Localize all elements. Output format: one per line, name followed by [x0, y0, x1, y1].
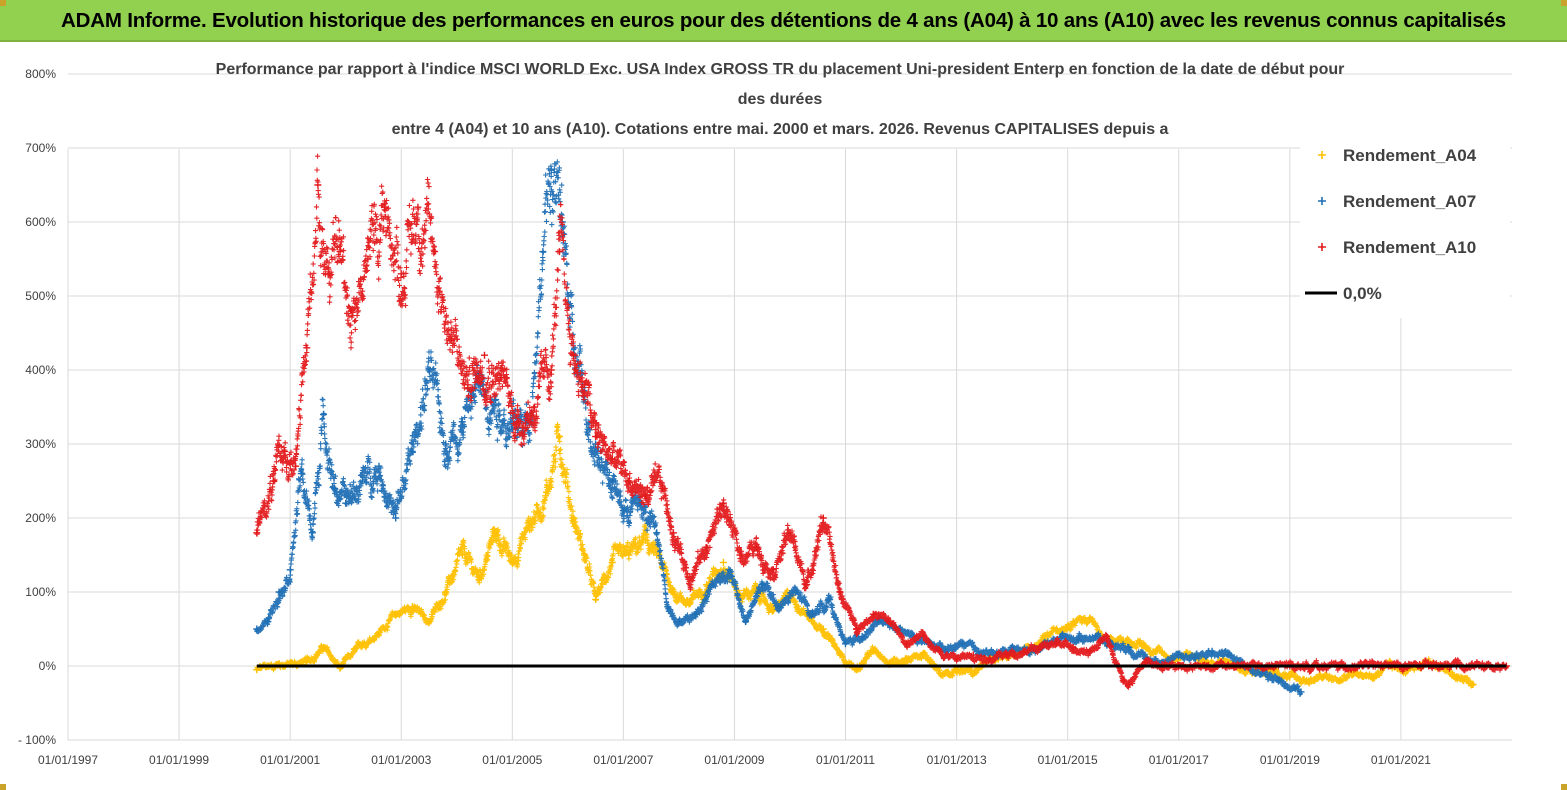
x-tick-label: 01/01/2015	[1038, 753, 1098, 767]
y-tick-label: 600%	[25, 215, 56, 229]
y-tick-label: 500%	[25, 289, 56, 303]
data-point-rendement-a04	[719, 558, 727, 566]
y-tick-label: - 100%	[18, 733, 56, 747]
legend-marker-icon	[1318, 243, 1326, 251]
corner-marker	[1561, 784, 1567, 790]
report-banner: ADAM Informe. Evolution historique des p…	[0, 0, 1567, 42]
y-tick-label: 100%	[25, 585, 56, 599]
chart-title-line: entre 4 (A04) et 10 ans (A10). Cotations…	[392, 121, 1169, 138]
data-point-rendement-a10	[292, 462, 300, 470]
chart-title: Performance par rapport à l'indice MSCI …	[216, 61, 1345, 138]
x-tick-label: 01/01/2001	[260, 753, 320, 767]
data-point-rendement-a10	[481, 351, 488, 359]
x-tick-label: 01/01/2005	[482, 753, 542, 767]
legend-box	[1300, 140, 1510, 318]
x-axis-ticks: 01/01/1997 01/01/1999 01/01/2001 01/01/2003…	[38, 753, 1431, 767]
chart-title-line: des durées	[738, 91, 823, 108]
y-tick-label: 0%	[39, 659, 57, 673]
legend-marker-icon	[1318, 197, 1326, 205]
chart-title-line: Performance par rapport à l'indice MSCI …	[216, 61, 1345, 78]
y-tick-label: 800%	[25, 67, 56, 81]
data-point-rendement-a10	[336, 248, 344, 256]
x-tick-label: 01/01/2011	[816, 753, 875, 767]
x-tick-label: 01/01/2017	[1149, 753, 1209, 767]
legend-label: 0,0%	[1343, 284, 1382, 303]
x-tick-label: 01/01/2013	[927, 753, 987, 767]
series-cloud-rendement-a07	[254, 159, 1304, 697]
x-tick-label: 01/01/1999	[149, 753, 209, 767]
report-title: ADAM Informe. Evolution historique des p…	[61, 9, 1506, 32]
y-axis-ticks: - 100% 0% 100% 200% 300% 400% 500% 600% 700% 800%	[18, 67, 56, 747]
performance-chart: - 100% 0% 100% 200% 300% 400% 500% 600% 700% 800%…	[18, 61, 1512, 767]
x-tick-label: 01/01/1997	[38, 753, 98, 767]
y-tick-label: 200%	[25, 511, 56, 525]
data-point-rendement-a10	[270, 477, 277, 485]
x-tick-label: 01/01/2021	[1371, 753, 1431, 767]
series-cloud-rendement-a04	[254, 422, 1476, 689]
x-tick-label: 01/01/2003	[371, 753, 431, 767]
corner-marker	[0, 0, 6, 6]
legend-label: Rendement_A04	[1343, 146, 1477, 165]
x-tick-label: 01/01/2019	[1260, 753, 1320, 767]
y-tick-label: 400%	[25, 363, 56, 377]
corner-marker	[1561, 0, 1567, 6]
legend-label: Rendement_A10	[1343, 238, 1476, 257]
chart-grid	[67, 73, 1512, 741]
corner-marker	[0, 784, 6, 790]
y-tick-label: 700%	[25, 141, 56, 155]
chart-legend: Rendement_A04 Rendement_A07 Rendement_A10 0…	[1300, 140, 1510, 318]
chart-marks	[253, 153, 1510, 697]
x-tick-label: 01/01/2007	[593, 753, 653, 767]
legend-label: Rendement_A07	[1343, 192, 1476, 211]
legend-marker-icon	[1318, 151, 1326, 159]
x-tick-label: 01/01/2009	[704, 753, 764, 767]
y-tick-label: 300%	[25, 437, 56, 451]
